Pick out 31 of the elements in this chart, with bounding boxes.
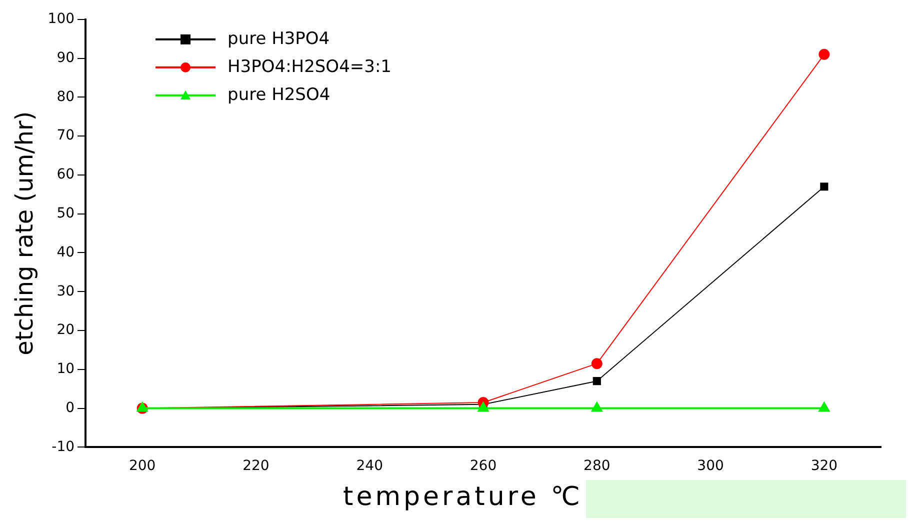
point [818,48,830,60]
y-tick-label: 70 [56,128,75,144]
x-tick-label: 220 [242,458,270,474]
y-tick-label: 10 [56,361,75,378]
x-tick-label: 240 [356,458,383,474]
y-tick-label: 100 [48,11,75,28]
point [592,377,601,386]
y-tick-label: 40 [56,244,75,260]
y-tick-label: 0 [66,400,75,416]
x-tick-label: 280 [584,458,610,474]
x-axis-title: temperature ℃ [343,482,583,512]
y-tick-label: 90 [56,50,75,66]
x-tick-label: 200 [128,458,156,474]
y-tick-label: 80 [56,88,75,105]
legend-label: pure H2SO4 [228,84,330,105]
x-tick-label: 300 [697,458,724,474]
point [591,358,602,370]
legend-label: pure H3PO4 [228,28,330,49]
point [820,182,828,191]
x-tick-label: 320 [810,458,838,474]
point [592,402,602,412]
y-axis-title: etching rate (um/hr) [10,111,39,356]
point [818,402,830,412]
y-tick-label: 20 [56,322,75,338]
y-tick-label: 30 [56,283,75,300]
y-tick-label: 50 [56,205,75,222]
point [478,402,489,412]
x-tick-label: 260 [470,458,497,474]
legend-label: H3PO4:H2SO4=3:1 [228,56,392,77]
y-tick-label: -10 [52,438,75,455]
y-tick-label: 60 [56,166,75,183]
